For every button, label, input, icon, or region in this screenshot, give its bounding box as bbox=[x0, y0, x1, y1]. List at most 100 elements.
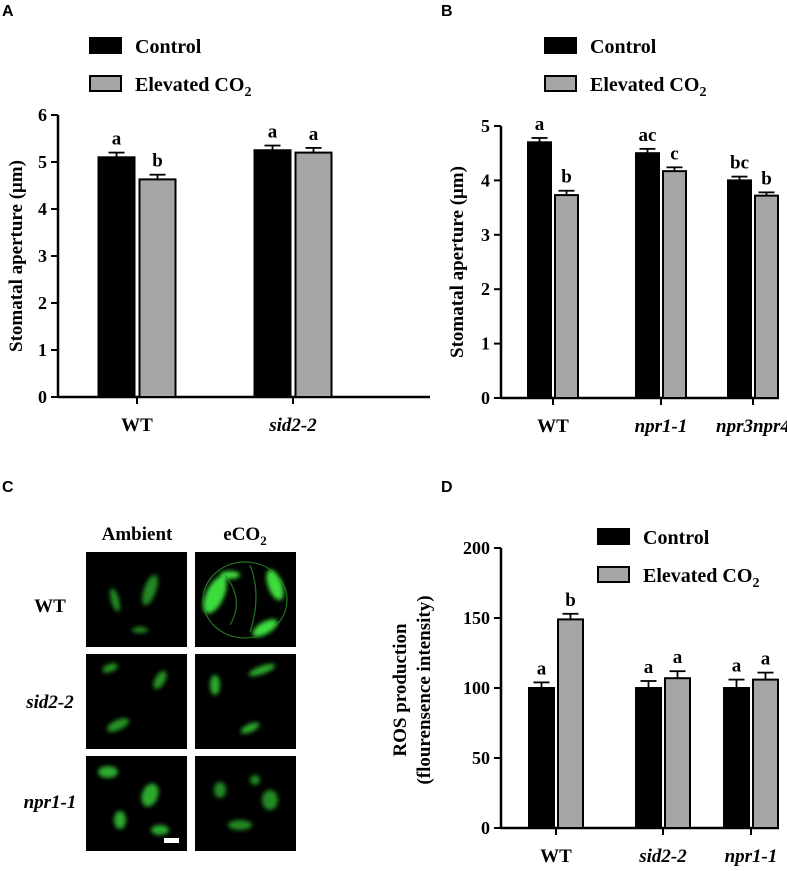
b-bar-s0-c1 bbox=[635, 152, 660, 399]
b-bar-s0-c2 bbox=[727, 179, 752, 399]
d-sig-s1-c2: a bbox=[761, 649, 771, 670]
micrograph-panel-c: Ambient eCO2 WT sid2-2 npr1-1 bbox=[24, 524, 296, 851]
a-legend-swatch-0 bbox=[89, 37, 122, 54]
b-legend-label-1: Elevated CO2 bbox=[590, 74, 706, 100]
d-bar-s1-c1 bbox=[664, 677, 691, 830]
d-sig-s1-c1: a bbox=[673, 647, 683, 668]
d-legend-label-0: Control bbox=[643, 527, 710, 549]
micrograph-column-ambient: Ambient bbox=[102, 524, 173, 545]
d-y-axis-title-line2: (flourensence intensity) bbox=[414, 595, 435, 784]
a-y-tick-label-2: 2 bbox=[38, 293, 47, 313]
micrograph-sid2-2-ambient bbox=[86, 654, 187, 749]
b-x-tick-label-2: npr3npr4 bbox=[716, 416, 787, 437]
b-y-tick-label-4: 4 bbox=[481, 170, 490, 190]
b-legend-swatch-0 bbox=[544, 37, 577, 54]
a-bar-s1-c1 bbox=[294, 151, 333, 398]
d-bar-s1-c2 bbox=[752, 678, 779, 829]
d-x-tick-label-1: sid2-2 bbox=[638, 846, 687, 867]
micrograph-wt-eco2-cell-outline bbox=[202, 561, 288, 639]
d-sig-s1-c0: b bbox=[565, 590, 576, 611]
d-y-tick-label-0: 0 bbox=[481, 818, 490, 838]
chart-panel-a: 0 1 2 3 4 5 6 Stomatal aperture (μm) WT sid2-2 a a b… bbox=[6, 36, 430, 436]
d-y-axis-title: ROS production bbox=[390, 623, 411, 757]
d-legend-swatch-1 bbox=[597, 566, 630, 583]
a-legend-label-1-subscript: 2 bbox=[244, 85, 251, 100]
b-x-tick-label-0: WT bbox=[537, 416, 569, 437]
b-sig-s0-c0: a bbox=[535, 114, 545, 135]
b-y-tick-label-5: 5 bbox=[481, 116, 490, 136]
b-legend-label-1-subscript: 2 bbox=[699, 85, 706, 100]
micrograph-npr1-1-eco2-signal bbox=[214, 775, 278, 830]
micrograph-sid2-2-eco2-signal bbox=[210, 663, 276, 734]
a-bar-s1-c0 bbox=[138, 178, 177, 398]
b-y-tick-label-3: 3 bbox=[481, 225, 490, 245]
micrograph-npr1-1-ambient-signal bbox=[98, 766, 169, 835]
d-legend-label-0-text: Control bbox=[643, 527, 710, 549]
a-y-tick-label-4: 4 bbox=[38, 199, 47, 219]
a-sig-s1-c1: a bbox=[309, 124, 319, 145]
d-sig-s0-c1: a bbox=[644, 657, 654, 678]
d-y-tick-label-1: 50 bbox=[472, 748, 490, 768]
d-x-tick-label-2: npr1-1 bbox=[725, 846, 778, 867]
a-bar-s0-c0 bbox=[97, 156, 136, 398]
b-sig-s1-c0: b bbox=[561, 167, 572, 188]
d-bar-s0-c2 bbox=[723, 687, 750, 829]
d-bar-s0-c1 bbox=[635, 687, 662, 829]
b-bar-s1-c0 bbox=[554, 194, 579, 399]
b-y-axis-title: Stomatal aperture (μm) bbox=[447, 166, 468, 358]
d-y-tick-label-3: 150 bbox=[463, 608, 490, 628]
a-sig-s0-c1: a bbox=[268, 122, 278, 143]
a-legend-label-1-text: Elevated CO bbox=[135, 74, 244, 96]
panel-letter-d: D bbox=[441, 479, 453, 496]
d-legend-label-1: Elevated CO2 bbox=[643, 565, 759, 591]
micrograph-wt-ambient bbox=[86, 552, 187, 647]
a-y-tick-label-3: 3 bbox=[38, 246, 47, 266]
panel-letter-b: B bbox=[441, 3, 453, 20]
micrograph-column-eco2-text: eCO bbox=[223, 524, 260, 545]
a-sig-s0-c0: a bbox=[112, 129, 122, 150]
a-bar-s0-c1 bbox=[253, 149, 292, 398]
micrograph-column-eco2-subscript: 2 bbox=[260, 533, 267, 548]
d-bar-s1-c0 bbox=[557, 618, 584, 830]
d-legend-swatch-0 bbox=[597, 528, 630, 545]
b-legend-label-0-text: Control bbox=[590, 36, 657, 58]
b-sig-s1-c1: c bbox=[670, 143, 678, 164]
panel-letter-a: A bbox=[2, 3, 14, 20]
a-y-tick-label-6: 6 bbox=[38, 105, 47, 125]
b-y-tick-label-1: 1 bbox=[481, 334, 490, 354]
a-x-tick-label-0: WT bbox=[121, 415, 153, 436]
micrograph-column-eco2: eCO2 bbox=[223, 524, 266, 548]
d-y-tick-label-4: 200 bbox=[463, 538, 490, 558]
panel-letter-c: C bbox=[2, 479, 14, 496]
a-y-tick-label-0: 0 bbox=[38, 387, 47, 407]
a-x-tick-label-1: sid2-2 bbox=[268, 415, 317, 436]
micrograph-wt-eco2-signal bbox=[203, 569, 284, 637]
b-legend-label-0: Control bbox=[590, 36, 657, 58]
b-sig-s0-c2: bc bbox=[730, 153, 749, 174]
micrograph-sid2-2-ambient-signal bbox=[102, 663, 167, 732]
a-legend-swatch-1 bbox=[89, 75, 122, 92]
b-sig-s0-c1: ac bbox=[639, 125, 657, 146]
b-sig-s1-c2: b bbox=[761, 168, 772, 189]
b-legend-swatch-1 bbox=[544, 75, 577, 92]
b-y-tick-label-0: 0 bbox=[481, 388, 490, 408]
micrograph-row-wt: WT bbox=[34, 596, 66, 617]
micrograph-wt-ambient-signal bbox=[110, 574, 158, 633]
micrograph-row-sid2-2: sid2-2 bbox=[25, 692, 74, 713]
chart-panel-d: 0 50 100 150 200 ROS production (flourensence … bbox=[390, 527, 779, 867]
a-legend-label-0: Control bbox=[135, 36, 202, 58]
d-legend-label-1-subscript: 2 bbox=[752, 576, 759, 591]
a-y-axis-title: Stomatal aperture (μm) bbox=[6, 160, 27, 352]
b-legend-label-1-text: Elevated CO bbox=[590, 74, 699, 96]
b-x-tick-label-1: npr1-1 bbox=[635, 416, 688, 437]
micrograph-row-npr1-1: npr1-1 bbox=[24, 792, 77, 813]
b-bar-s1-c2 bbox=[754, 194, 779, 399]
chart-panel-b: 0 1 2 3 4 5 Stomatal aperture (μm) WT npr1-1 npr3… bbox=[447, 36, 787, 437]
d-bar-s0-c0 bbox=[528, 687, 555, 829]
d-x-tick-label-0: WT bbox=[540, 846, 572, 867]
b-y-tick-label-2: 2 bbox=[481, 279, 490, 299]
b-bar-s1-c1 bbox=[662, 170, 687, 399]
micrograph-sid2-2-eco2 bbox=[195, 654, 296, 749]
micrograph-scale-bar bbox=[164, 838, 179, 843]
